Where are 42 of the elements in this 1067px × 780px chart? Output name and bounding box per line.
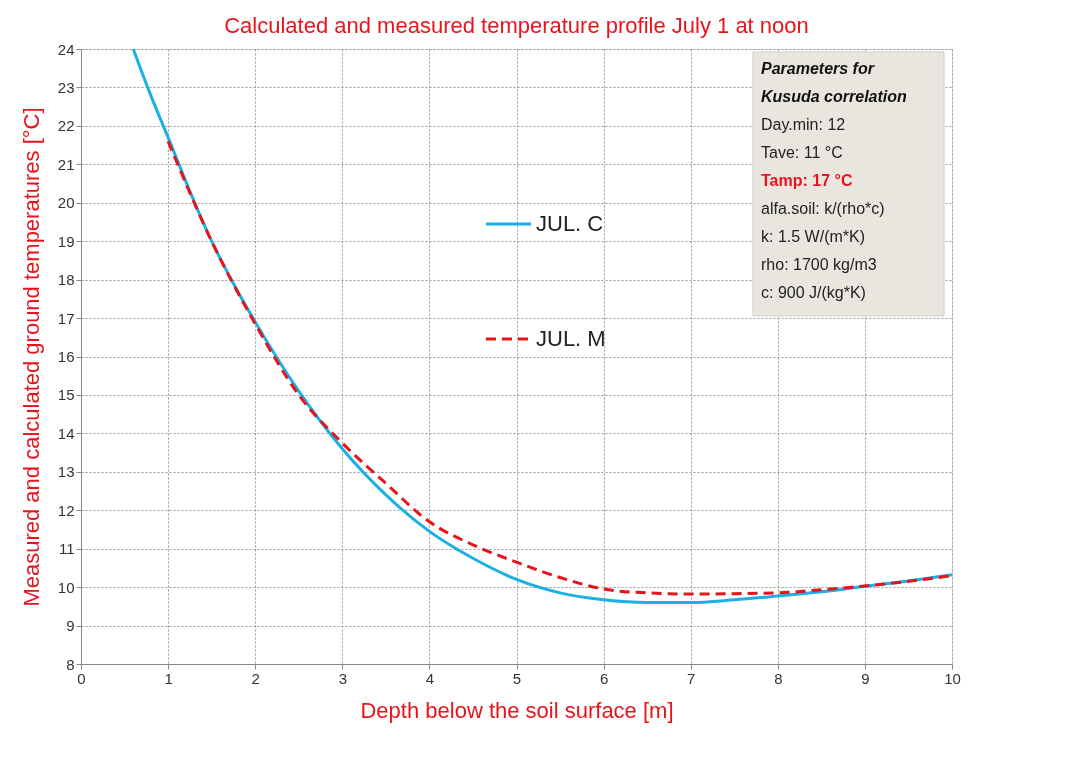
x-tick-label: 6 <box>599 669 609 687</box>
y-tick-label: 13 <box>57 463 75 481</box>
annotation: Kusuda correlation <box>761 88 908 105</box>
y-tick-label: 23 <box>57 78 75 96</box>
annotation: k: 1.5 W/(m*K) <box>761 228 866 245</box>
legend-label: JUL. C <box>536 211 604 236</box>
x-tick-label: 8 <box>774 669 783 687</box>
y-tick-label: 17 <box>57 309 75 327</box>
y-tick-label: 11 <box>58 540 75 558</box>
annotation: rho: 1700 kg/m3 <box>761 256 877 273</box>
x-tick-label: 7 <box>687 669 696 687</box>
y-tick-label: 12 <box>57 501 75 519</box>
y-tick-label: 14 <box>57 424 75 442</box>
annotation: Tamp: 17 °C <box>761 172 853 189</box>
y-tick-label: 20 <box>57 194 75 212</box>
annotation: Tave: 11 °C <box>761 144 843 161</box>
x-axis-title: Depth below the soil surface [m] <box>360 697 674 723</box>
y-tick-label: 8 <box>66 655 75 673</box>
annotation: alfa.soil: k/(rho*c) <box>761 200 885 217</box>
y-tick-label: 21 <box>57 155 75 173</box>
x-tick-label: 0 <box>77 669 86 687</box>
annotation: Day.min: 12 <box>761 116 846 133</box>
x-tick-label: 3 <box>338 669 347 687</box>
x-tick-label: 2 <box>251 669 260 687</box>
chart-title: Calculated and measured temperature profile July 1 at noon <box>224 13 809 38</box>
x-tick-label: 4 <box>425 669 435 687</box>
y-tick-label: 15 <box>57 386 75 404</box>
y-tick-label: 22 <box>57 117 75 135</box>
x-tick-label: 10 <box>944 669 961 687</box>
y-tick-label: 19 <box>57 232 75 250</box>
legend-label: JUL. M <box>536 326 606 351</box>
annotation: c: 900 J/(kg*K) <box>761 284 866 301</box>
y-tick-label: 9 <box>66 617 75 635</box>
x-tick-label: 1 <box>164 669 173 687</box>
y-tick-label: 18 <box>57 271 75 289</box>
y-tick-label: 10 <box>57 578 75 596</box>
x-tick-label: 9 <box>861 669 870 687</box>
y-tick-label: 16 <box>57 348 75 365</box>
y-axis-title: Measured and calculated ground temperatures [°C] <box>18 107 44 607</box>
x-tick-label: 5 <box>512 669 522 687</box>
y-tick-label: 24 <box>57 40 75 58</box>
annotation: Parameters for <box>761 60 875 77</box>
